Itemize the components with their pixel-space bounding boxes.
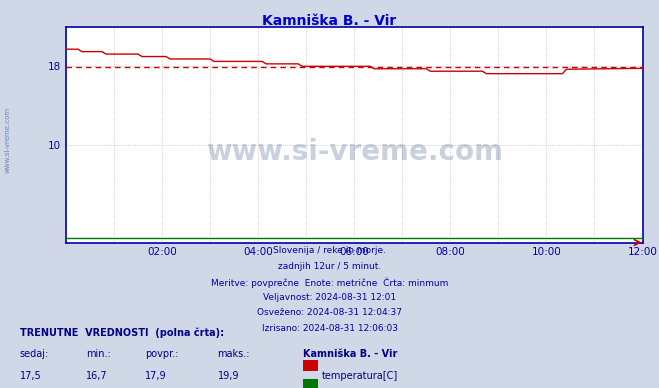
Text: www.si-vreme.com: www.si-vreme.com xyxy=(5,107,11,173)
Text: Kamniška B. - Vir: Kamniška B. - Vir xyxy=(303,349,397,359)
Text: 19,9: 19,9 xyxy=(217,371,239,381)
Text: min.:: min.: xyxy=(86,349,111,359)
Text: zadnjih 12ur / 5 minut.: zadnjih 12ur / 5 minut. xyxy=(278,262,381,271)
Text: 16,7: 16,7 xyxy=(86,371,107,381)
Text: www.si-vreme.com: www.si-vreme.com xyxy=(206,138,503,166)
Text: maks.:: maks.: xyxy=(217,349,250,359)
Text: Izrisano: 2024-08-31 12:06:03: Izrisano: 2024-08-31 12:06:03 xyxy=(262,324,397,333)
Text: 17,5: 17,5 xyxy=(20,371,42,381)
Text: TRENUTNE  VREDNOSTI  (polna črta):: TRENUTNE VREDNOSTI (polna črta): xyxy=(20,328,224,338)
Text: sedaj:: sedaj: xyxy=(20,349,49,359)
Text: 17,9: 17,9 xyxy=(145,371,167,381)
Text: Kamniška B. - Vir: Kamniška B. - Vir xyxy=(262,14,397,28)
Text: Slovenija / reke in morje.: Slovenija / reke in morje. xyxy=(273,246,386,255)
Text: Osveženo: 2024-08-31 12:04:37: Osveženo: 2024-08-31 12:04:37 xyxy=(257,308,402,317)
Text: Veljavnost: 2024-08-31 12:01: Veljavnost: 2024-08-31 12:01 xyxy=(263,293,396,302)
Text: temperatura[C]: temperatura[C] xyxy=(322,371,398,381)
Text: Meritve: povprečne  Enote: metrične  Črta: minmum: Meritve: povprečne Enote: metrične Črta:… xyxy=(211,277,448,288)
Text: povpr.:: povpr.: xyxy=(145,349,179,359)
